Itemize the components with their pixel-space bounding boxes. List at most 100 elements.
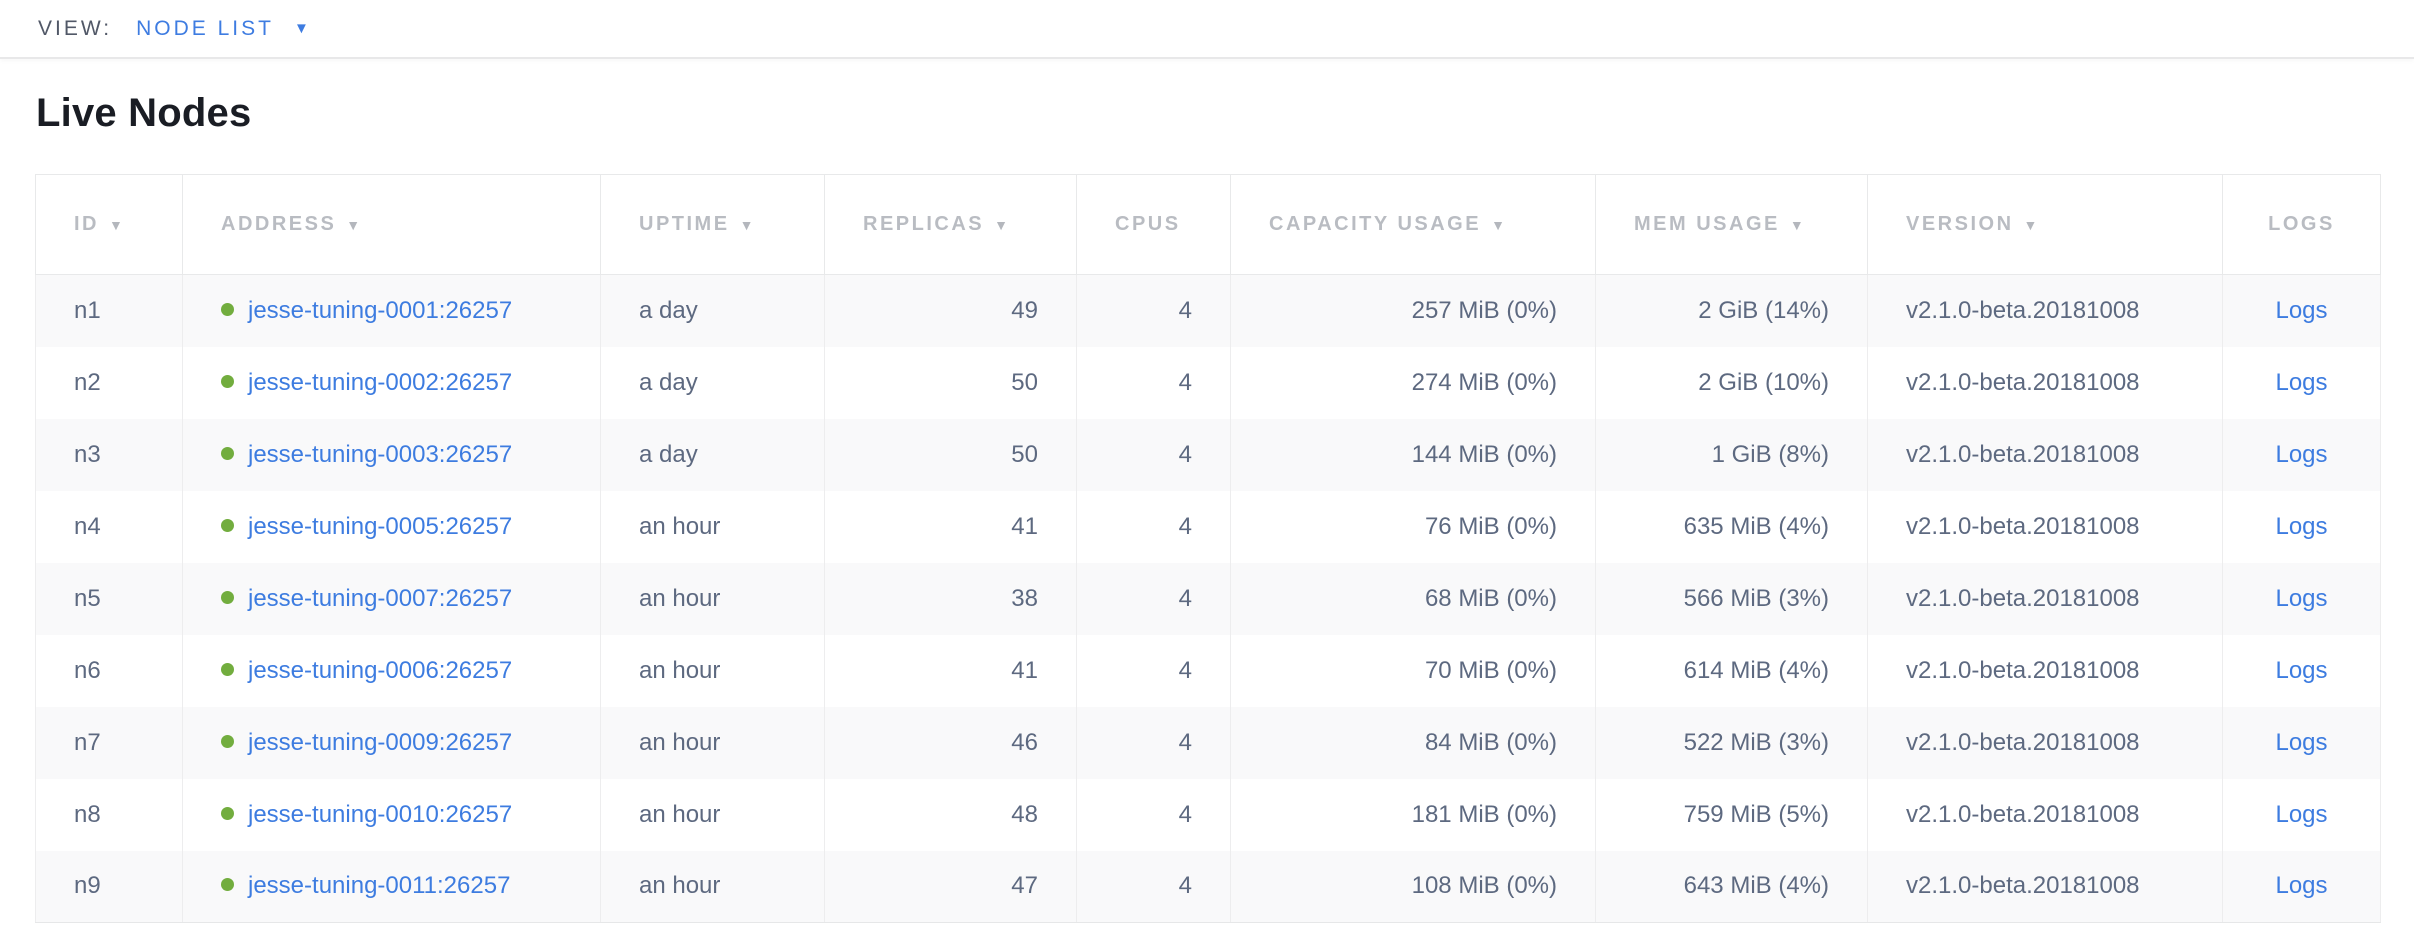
table-body: n1 jesse-tuning-0001:26257 a day 49 4 257 MiB… (35, 274, 2381, 923)
column-header-address[interactable]: ADDRESS ▼ (182, 174, 601, 275)
cell-id: n1 (35, 274, 183, 347)
column-header-id[interactable]: ID ▼ (35, 174, 183, 275)
cell-capacity: 144 MiB (0%) (1230, 418, 1596, 491)
table-row: n9 jesse-tuning-0011:26257 an hour 47 4 108 M… (35, 850, 2381, 923)
column-header-label: CAPACITY USAGE (1269, 213, 1482, 235)
column-header-label: UPTIME (639, 213, 730, 235)
cell-capacity: 108 MiB (0%) (1230, 850, 1596, 923)
cell-cpus: 4 (1076, 490, 1231, 563)
cell-mem: 643 MiB (4%) (1595, 850, 1868, 923)
table-row: n5 jesse-tuning-0007:26257 an hour 38 4 68 Mi… (35, 562, 2381, 635)
address-link[interactable]: jesse-tuning-0002:26257 (248, 368, 513, 396)
cell-version: v2.1.0-beta.20181008 (1867, 346, 2223, 419)
table-row: n2 jesse-tuning-0002:26257 a day 50 4 274 MiB… (35, 346, 2381, 419)
cell-address: jesse-tuning-0003:26257 (182, 418, 601, 491)
node-live-status-dot-icon (221, 806, 234, 820)
sort-desc-icon: ▼ (1491, 217, 1505, 233)
header-row: ID ▼ ADDRESS ▼ UPTIME ▼ REPLICAS ▼ CPUS CAPACITY … (35, 174, 2381, 275)
cell-capacity: 76 MiB (0%) (1230, 490, 1596, 563)
column-header-label: LOGS (2268, 213, 2335, 235)
column-header-label: ADDRESS (221, 213, 337, 235)
view-selector-dropdown[interactable]: NODE LIST ▼ (136, 17, 309, 41)
cell-address: jesse-tuning-0002:26257 (182, 346, 601, 419)
cell-id: n4 (35, 490, 183, 563)
logs-link[interactable]: Logs (2275, 512, 2328, 540)
cell-id: n5 (35, 562, 183, 635)
logs-link[interactable]: Logs (2275, 800, 2328, 828)
column-header-logs: LOGS (2222, 174, 2381, 275)
column-header-replicas[interactable]: REPLICAS ▼ (824, 174, 1077, 275)
logs-link[interactable]: Logs (2275, 296, 2328, 324)
cell-id: n7 (35, 706, 183, 779)
cell-address: jesse-tuning-0005:26257 (182, 490, 601, 563)
address-link[interactable]: jesse-tuning-0005:26257 (248, 512, 513, 540)
node-live-status-dot-icon (221, 878, 234, 892)
cell-replicas: 41 (824, 634, 1077, 707)
address-link[interactable]: jesse-tuning-0009:26257 (248, 728, 513, 756)
table-row: n6 jesse-tuning-0006:26257 an hour 41 4 70 Mi… (35, 634, 2381, 707)
cell-cpus: 4 (1076, 274, 1231, 347)
cell-uptime: a day (600, 274, 825, 347)
cell-address: jesse-tuning-0011:26257 (182, 850, 601, 923)
cell-version: v2.1.0-beta.20181008 (1867, 850, 2223, 923)
address-link[interactable]: jesse-tuning-0003:26257 (248, 440, 513, 468)
cell-cpus: 4 (1076, 418, 1231, 491)
cell-capacity: 84 MiB (0%) (1230, 706, 1596, 779)
cell-id: n2 (35, 346, 183, 419)
logs-link[interactable]: Logs (2275, 728, 2328, 756)
cell-address: jesse-tuning-0010:26257 (182, 778, 601, 851)
view-bar-label: VIEW: (38, 16, 113, 40)
live-nodes-section: ID ▼ ADDRESS ▼ UPTIME ▼ REPLICAS ▼ CPUS CAPACITY … (35, 174, 2414, 923)
cell-replicas: 48 (824, 778, 1077, 851)
column-header-uptime[interactable]: UPTIME ▼ (600, 174, 825, 275)
cell-logs: Logs (2222, 562, 2381, 635)
node-live-status-dot-icon (221, 662, 234, 676)
cell-capacity: 68 MiB (0%) (1230, 562, 1596, 635)
column-header-capacity[interactable]: CAPACITY USAGE ▼ (1230, 174, 1596, 275)
column-header-version[interactable]: VERSION ▼ (1867, 174, 2223, 275)
cell-replicas: 50 (824, 418, 1077, 491)
address-link[interactable]: jesse-tuning-0001:26257 (248, 296, 513, 324)
column-header-label: REPLICAS (863, 213, 985, 235)
address-link[interactable]: jesse-tuning-0006:26257 (248, 656, 513, 684)
cell-mem: 759 MiB (5%) (1595, 778, 1868, 851)
view-bar: VIEW: NODE LIST ▼ (0, 0, 2414, 59)
cell-logs: Logs (2222, 274, 2381, 347)
cell-logs: Logs (2222, 778, 2381, 851)
sort-desc-icon: ▼ (109, 217, 123, 233)
cell-id: n6 (35, 634, 183, 707)
cell-replicas: 50 (824, 346, 1077, 419)
sort-desc-icon: ▼ (1789, 217, 1804, 233)
cell-cpus: 4 (1076, 850, 1231, 923)
cell-capacity: 257 MiB (0%) (1230, 274, 1596, 347)
sort-desc-icon: ▼ (2023, 217, 2038, 233)
cell-version: v2.1.0-beta.20181008 (1867, 418, 2223, 491)
logs-link[interactable]: Logs (2275, 368, 2328, 396)
table-row: n8 jesse-tuning-0010:26257 an hour 48 4 181 M… (35, 778, 2381, 851)
cell-mem: 2 GiB (14%) (1595, 274, 1868, 347)
cell-uptime: a day (600, 346, 825, 419)
logs-link[interactable]: Logs (2275, 584, 2328, 612)
cell-mem: 635 MiB (4%) (1595, 490, 1868, 563)
table-row: n1 jesse-tuning-0001:26257 a day 49 4 257 MiB… (35, 274, 2381, 347)
cell-replicas: 38 (824, 562, 1077, 635)
node-live-status-dot-icon (221, 590, 234, 604)
logs-link[interactable]: Logs (2275, 872, 2328, 900)
address-link[interactable]: jesse-tuning-0007:26257 (248, 584, 513, 612)
live-nodes-table: ID ▼ ADDRESS ▼ UPTIME ▼ REPLICAS ▼ CPUS CAPACITY … (35, 174, 2381, 923)
cell-uptime: a day (600, 418, 825, 491)
cell-id: n3 (35, 418, 183, 491)
cell-uptime: an hour (600, 706, 825, 779)
logs-link[interactable]: Logs (2275, 656, 2328, 684)
logs-link[interactable]: Logs (2275, 440, 2328, 468)
sort-desc-icon: ▼ (739, 217, 754, 233)
cell-mem: 614 MiB (4%) (1595, 634, 1868, 707)
cell-uptime: an hour (600, 778, 825, 851)
address-link[interactable]: jesse-tuning-0011:26257 (248, 872, 511, 900)
column-header-mem[interactable]: MEM USAGE ▼ (1595, 174, 1868, 275)
table-row: n7 jesse-tuning-0009:26257 an hour 46 4 84 Mi… (35, 706, 2381, 779)
cell-cpus: 4 (1076, 778, 1231, 851)
cell-capacity: 70 MiB (0%) (1230, 634, 1596, 707)
address-link[interactable]: jesse-tuning-0010:26257 (248, 800, 513, 828)
cell-uptime: an hour (600, 562, 825, 635)
